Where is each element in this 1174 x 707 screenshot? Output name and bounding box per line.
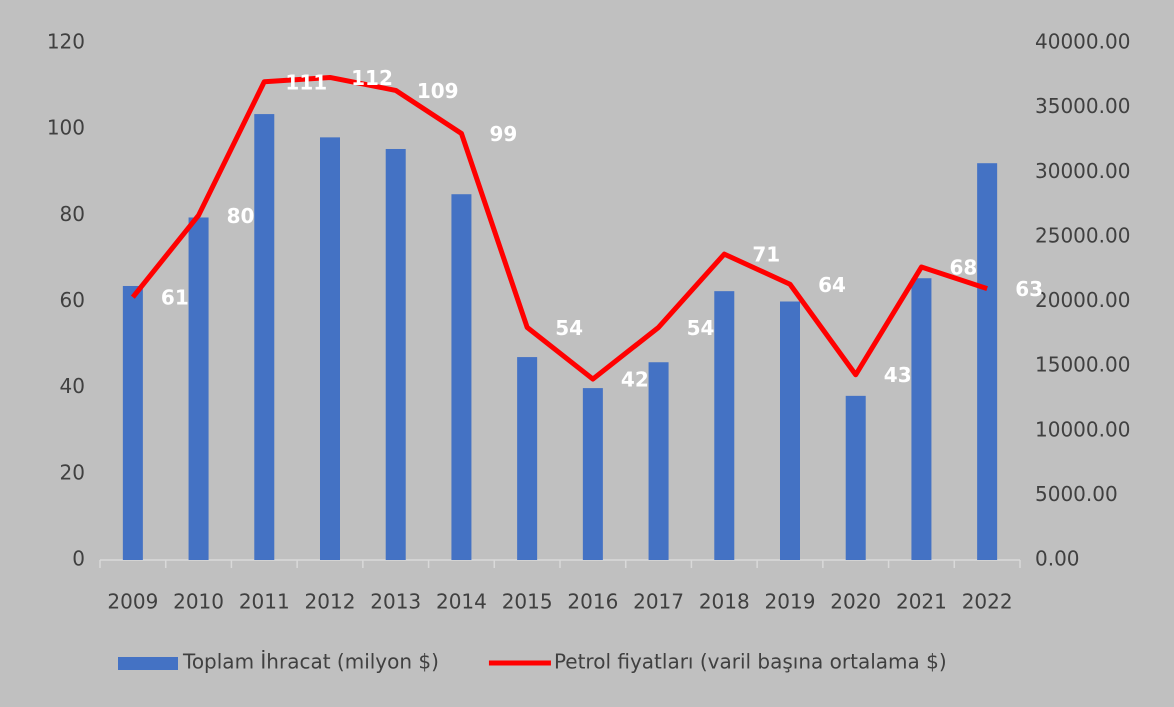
data-label: 63 [1015, 277, 1043, 301]
x-tick-label: 2011 [239, 590, 290, 614]
y-tick-label: 80 [60, 202, 85, 226]
bar [780, 301, 800, 560]
bar [451, 194, 472, 560]
data-label: 68 [950, 256, 978, 280]
bar [385, 148, 406, 561]
x-tick-label: 2016 [567, 590, 618, 614]
y2-tick-label: 35000.00 [1035, 94, 1130, 118]
bar [648, 362, 669, 560]
x-tick-label: 2013 [370, 590, 421, 614]
x-tick-label: 2009 [107, 590, 158, 614]
data-label: 112 [351, 66, 393, 90]
data-label: 61 [161, 286, 189, 310]
y2-tick-label: 40000.00 [1035, 30, 1130, 54]
y2-tick-label: 30000.00 [1035, 159, 1130, 183]
x-tick-label: 2020 [830, 590, 881, 614]
legend-swatch [118, 657, 178, 670]
y-tick-label: 120 [47, 30, 85, 54]
bar [517, 357, 538, 560]
data-label: 111 [285, 70, 327, 94]
y2-tick-label: 20000.00 [1035, 288, 1130, 312]
legend-label: Toplam İhracat (milyon $) [182, 650, 439, 674]
data-label: 54 [555, 316, 583, 340]
y-tick-label: 60 [60, 288, 85, 312]
legend-label: Petrol fiyatları (varil başına ortalama … [554, 650, 947, 674]
y2-tick-label: 5000.00 [1035, 482, 1118, 506]
data-label: 42 [621, 368, 649, 392]
data-label: 64 [818, 273, 846, 297]
bar [582, 388, 603, 560]
y2-tick-label: 25000.00 [1035, 223, 1130, 247]
x-tick-label: 2014 [436, 590, 487, 614]
x-tick-label: 2017 [633, 590, 684, 614]
x-tick-label: 2018 [699, 590, 750, 614]
bar [911, 278, 932, 560]
x-tick-label: 2019 [765, 590, 816, 614]
bar [254, 114, 275, 561]
data-label: 109 [417, 79, 459, 103]
y-tick-label: 100 [47, 116, 85, 140]
line [130, 74, 988, 382]
bar [320, 137, 340, 561]
data-label: 99 [490, 122, 518, 146]
data-label: 43 [884, 363, 912, 387]
data-label: 80 [227, 204, 255, 228]
y-tick-label: 20 [60, 460, 85, 484]
data-label: 71 [752, 243, 780, 267]
y-tick-label: 0 [72, 547, 85, 571]
bar [845, 395, 866, 560]
bar [714, 291, 735, 560]
x-tick-label: 2010 [173, 590, 224, 614]
x-tick-label: 2021 [896, 590, 947, 614]
y2-tick-label: 15000.00 [1035, 353, 1130, 377]
bar [188, 217, 209, 561]
x-tick-label: 2015 [502, 590, 553, 614]
y2-tick-label: 10000.00 [1035, 417, 1130, 441]
bar [122, 285, 143, 560]
data-label: 54 [687, 316, 715, 340]
y-tick-label: 40 [60, 374, 85, 398]
x-tick-label: 2022 [962, 590, 1013, 614]
y2-tick-label: 0.00 [1035, 547, 1080, 571]
bar [977, 163, 998, 560]
x-tick-label: 2012 [305, 590, 356, 614]
